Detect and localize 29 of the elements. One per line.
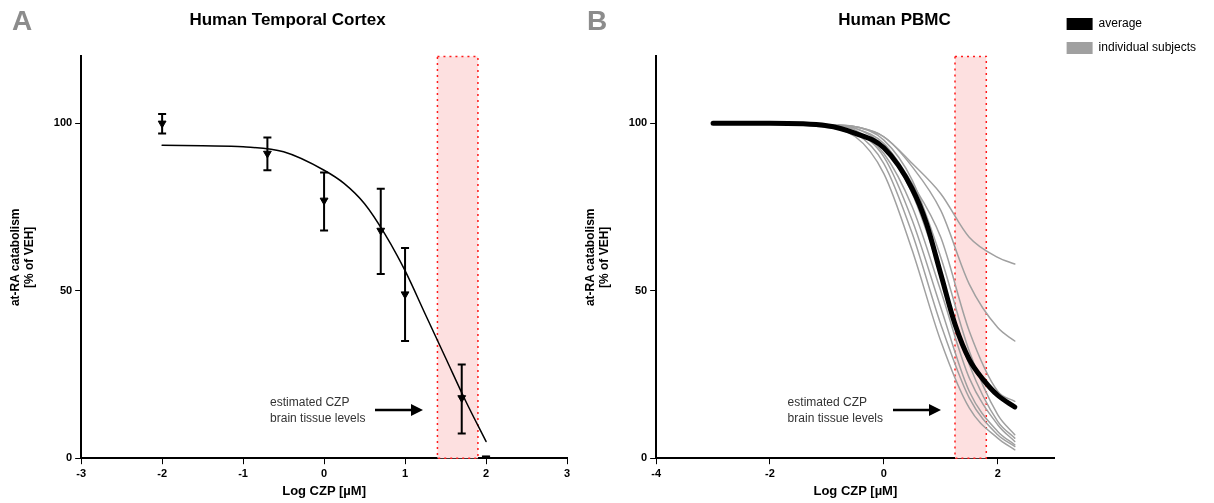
x-tick-label: -3	[76, 466, 87, 479]
legend-label: individual subjects	[1098, 40, 1196, 55]
text: A	[12, 4, 33, 36]
x-axis-title: Log CZP [µM]	[282, 482, 366, 498]
annotation: estimated CZP brain tissue levels	[787, 394, 884, 425]
text: B	[587, 4, 608, 36]
y-tick-label: 0	[641, 451, 648, 464]
x-tick-label: -2	[157, 466, 168, 479]
x-tick-label: 0	[880, 466, 887, 479]
x-axis-title: Log CZP [µM]	[813, 482, 898, 498]
chart-title: Human PBMC	[838, 9, 951, 29]
x-tick-label: 3	[563, 466, 571, 479]
y-axis-title: at-RA catabolism [% of VEH]	[582, 208, 611, 307]
x-tick-label: 1	[401, 466, 409, 479]
x-tick-label: -1	[238, 466, 248, 479]
legend-label: average	[1098, 16, 1143, 31]
chart-title: Human Temporal Cortex	[189, 9, 387, 29]
y-tick-label: 50	[59, 283, 73, 296]
y-tick-label: 100	[628, 116, 648, 129]
x-tick-label: 0	[321, 466, 328, 479]
x-tick-label: 2	[994, 466, 1001, 479]
y-tick-label: 0	[66, 451, 73, 464]
x-tick-label: 2	[482, 466, 490, 479]
y-axis-title: at-RA catabolism [% of VEH]	[7, 208, 36, 307]
annotation: estimated CZP brain tissue levels	[270, 394, 366, 425]
y-tick-label: 50	[634, 283, 648, 296]
y-tick-label: 100	[53, 116, 73, 129]
x-tick-label: -2	[765, 466, 775, 479]
x-tick-label: -4	[651, 466, 662, 479]
